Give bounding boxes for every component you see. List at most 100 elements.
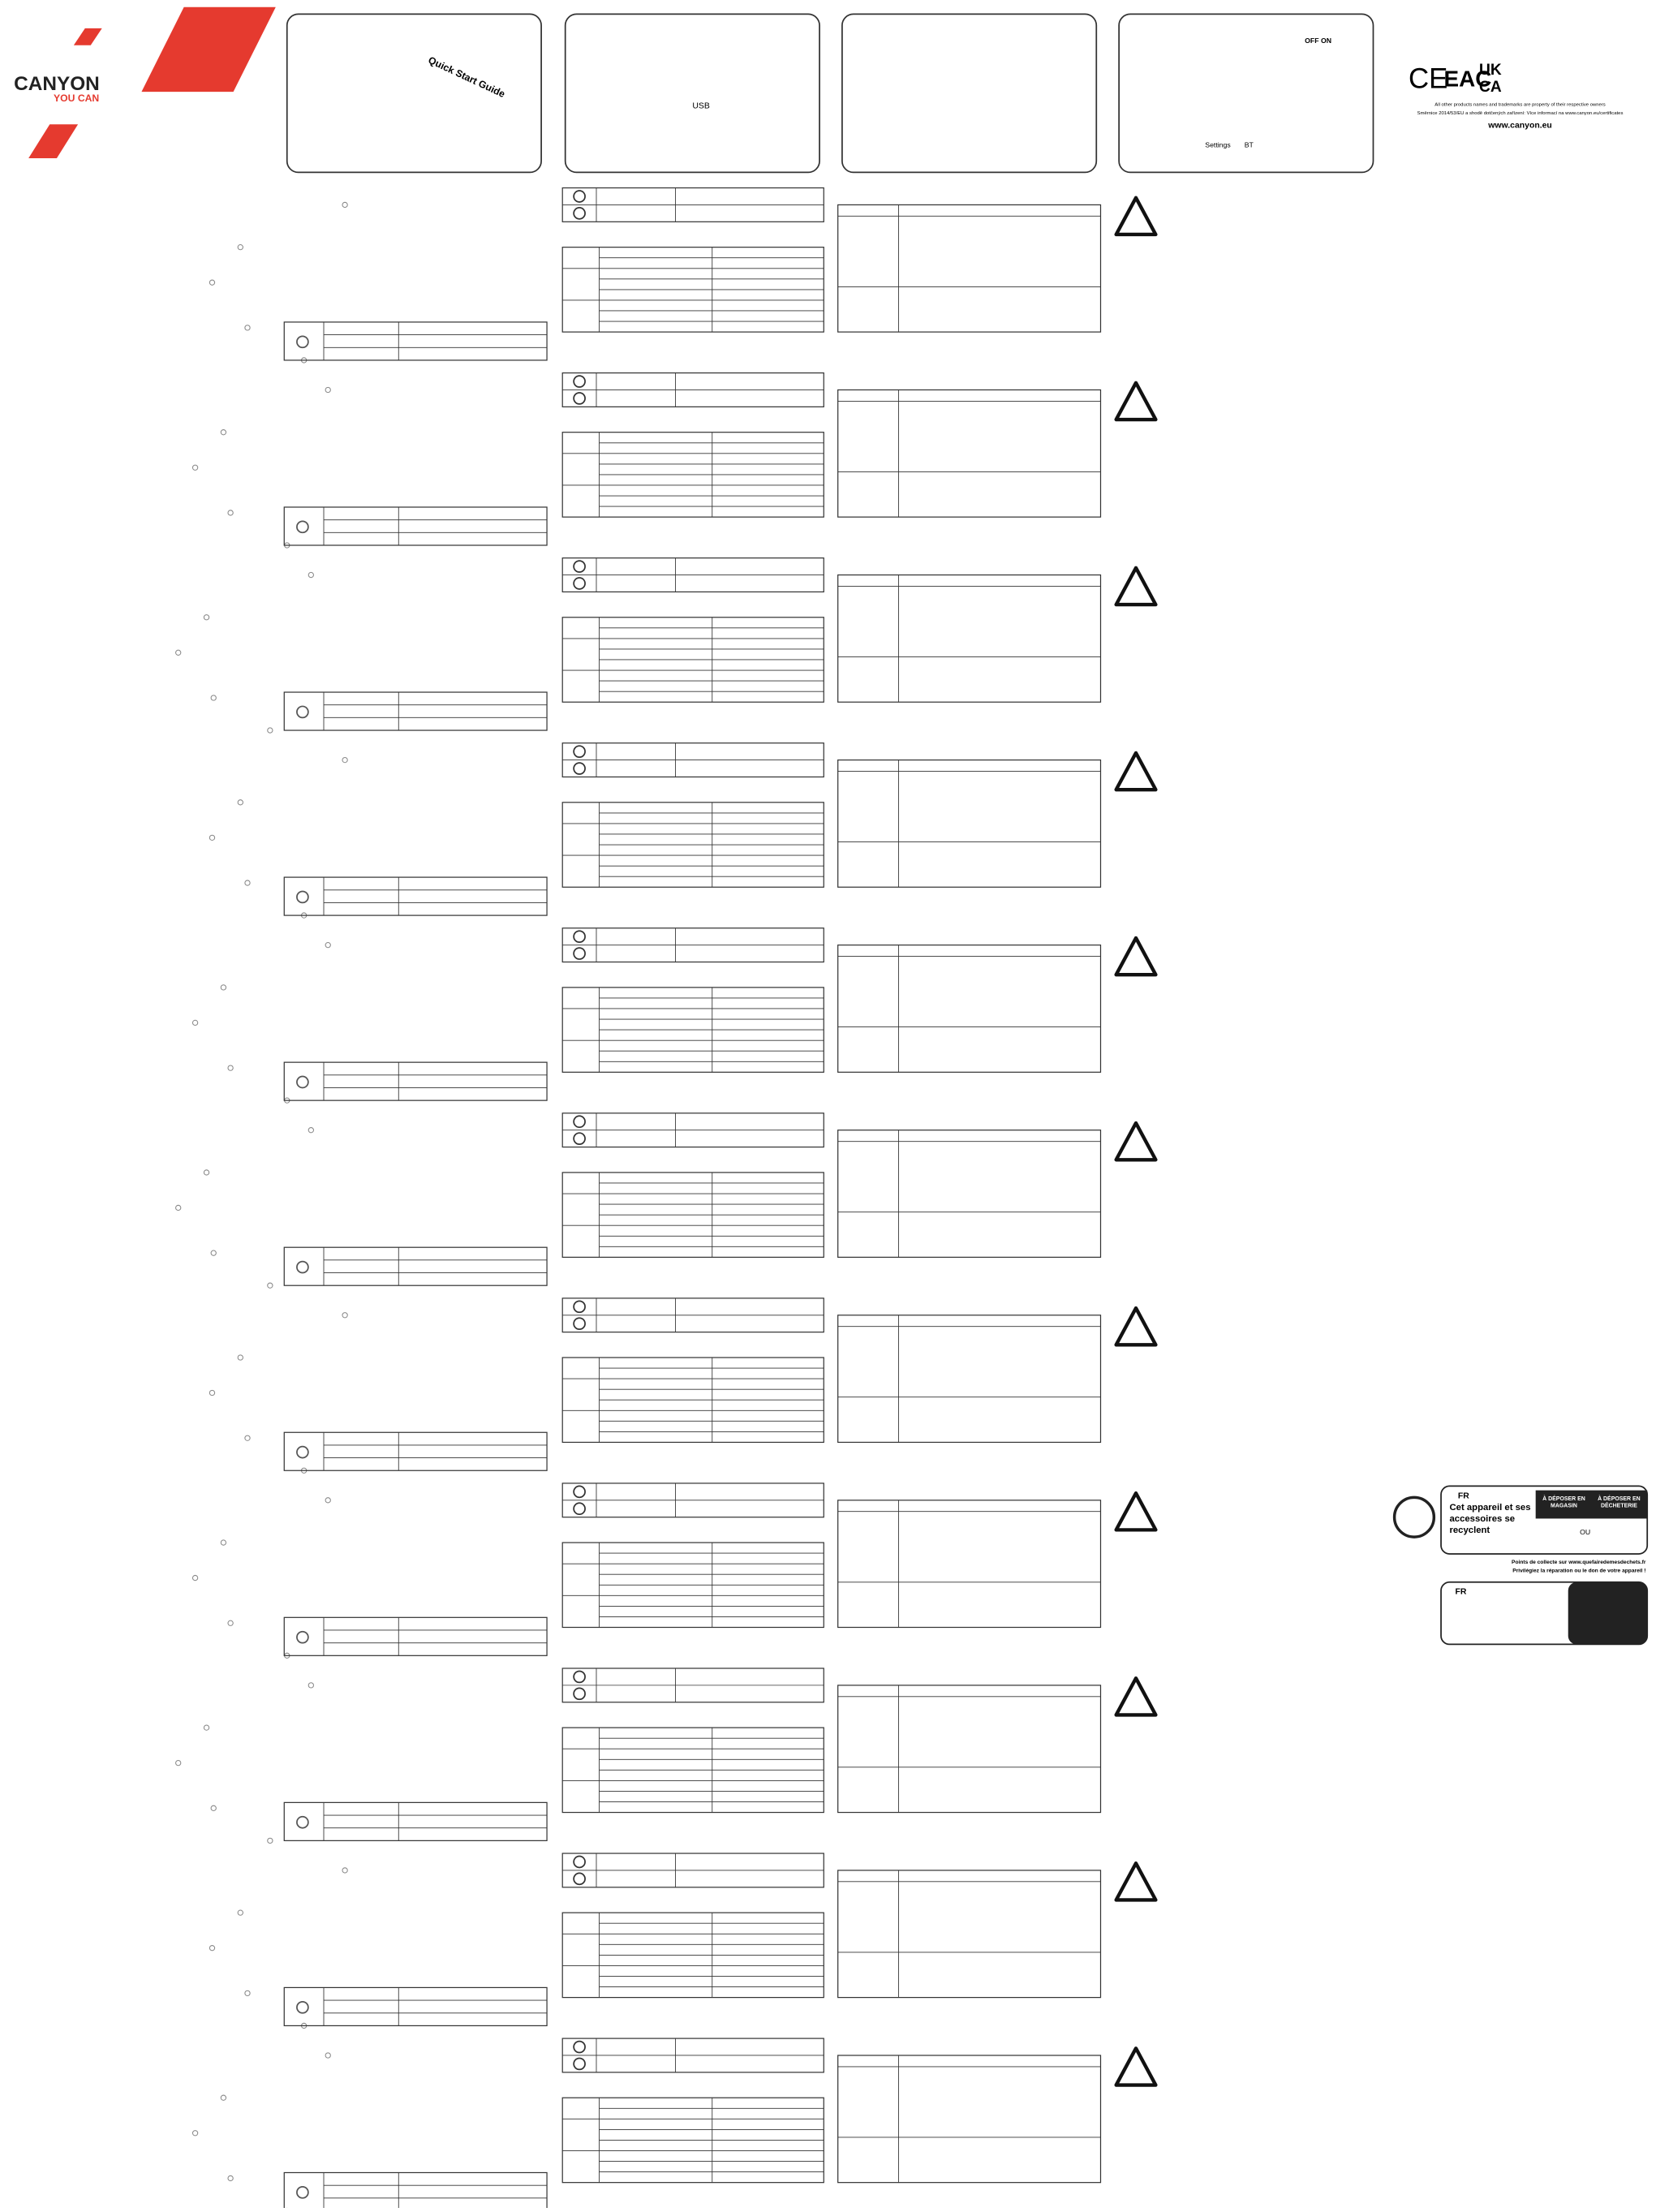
directive: Směrnice 2014/53/EU a shodě dotčených za… <box>1417 111 1624 116</box>
bin-panel <box>1568 1582 1648 1645</box>
table <box>561 1172 824 1258</box>
bullet <box>267 1282 273 1289</box>
panel <box>841 13 1098 174</box>
bullet <box>191 1574 199 1582</box>
table <box>283 1616 548 1656</box>
table <box>561 432 824 518</box>
bullet <box>325 386 331 394</box>
bt-label: BT <box>1245 141 1254 149</box>
icon-minus <box>573 1502 586 1516</box>
bullet <box>175 649 182 656</box>
table <box>561 1483 824 1518</box>
icon-plus <box>573 1485 586 1499</box>
warning <box>1114 1491 1158 1532</box>
warning <box>1114 1306 1158 1347</box>
bullet <box>244 1990 251 1997</box>
icon-minus <box>573 762 586 775</box>
icon-plus <box>573 1670 586 1684</box>
bullet <box>203 1169 210 1176</box>
tagline: YOU CAN <box>54 93 99 104</box>
bullet <box>325 1497 331 1504</box>
table <box>837 204 1102 333</box>
bullet <box>209 834 216 841</box>
table <box>283 1431 548 1471</box>
warning <box>1114 381 1158 422</box>
table <box>561 927 824 963</box>
website: www.canyon.eu <box>1487 122 1552 131</box>
bullet <box>210 1250 217 1256</box>
icon-minus <box>573 1687 586 1701</box>
table <box>561 802 824 888</box>
switch-label: OFF ON <box>1305 37 1331 45</box>
mark-uk: UK <box>1479 62 1502 79</box>
table <box>561 1298 824 1333</box>
bullet <box>191 2130 199 2137</box>
bullet <box>220 429 227 436</box>
icon-plus <box>573 560 586 573</box>
dump-wrap: À DÉPOSER EN DÉCHETERIE <box>1598 1494 1641 1509</box>
brand: CANYON <box>14 73 100 95</box>
bullet <box>227 1620 234 1626</box>
bullet <box>209 279 216 286</box>
settings-label: Settings <box>1205 141 1231 149</box>
country-2: FR <box>1455 1588 1466 1597</box>
table <box>561 247 824 333</box>
table <box>283 1061 548 1101</box>
bullet <box>175 1759 182 1767</box>
dump: À DÉPOSER EN DÉCHETERIE <box>1598 1494 1641 1509</box>
icon <box>296 1815 309 1829</box>
headline-wrap: Cet appareil et ses accessoires se recyc… <box>1449 1503 1530 1535</box>
usb-label: USB <box>692 101 709 110</box>
warning <box>1114 936 1158 977</box>
bullet <box>308 571 314 579</box>
table <box>837 2055 1102 2184</box>
bullet <box>267 727 273 734</box>
bullet <box>191 1019 199 1026</box>
bullet <box>220 984 227 991</box>
bullet <box>308 1682 314 1689</box>
icon <box>296 520 309 534</box>
bullet <box>342 1867 348 1874</box>
icon-minus <box>573 1872 586 1886</box>
bullet <box>244 325 251 331</box>
bullet <box>209 1945 216 1952</box>
or: OU <box>1580 1528 1590 1536</box>
bullet <box>237 1909 243 1916</box>
bullet <box>203 614 210 621</box>
table <box>283 1801 548 1841</box>
bullet <box>267 1837 273 1844</box>
trademarks: All other products names and trademarks … <box>1434 102 1605 107</box>
table <box>561 987 824 1073</box>
icon-minus <box>573 947 586 960</box>
table <box>561 1853 824 1888</box>
table <box>837 1685 1102 1814</box>
warning <box>1114 2046 1158 2087</box>
store: À DÉPOSER EN MAGASIN <box>1542 1494 1585 1509</box>
icon <box>296 2186 309 2199</box>
recycle-header <box>1535 1490 1648 1519</box>
icon <box>296 335 309 349</box>
table <box>837 1130 1102 1258</box>
icon-plus <box>573 745 586 758</box>
table <box>561 1112 824 1148</box>
icon <box>296 705 309 719</box>
icon-minus <box>573 1317 586 1331</box>
table <box>837 389 1102 518</box>
bullet <box>210 695 217 701</box>
table <box>837 759 1102 888</box>
table <box>837 1500 1102 1629</box>
icon <box>296 1630 309 1644</box>
icon-plus <box>573 1300 586 1314</box>
table <box>561 2038 824 2073</box>
bullet <box>342 1312 348 1319</box>
table <box>561 2097 824 2184</box>
icon-plus <box>573 2040 586 2054</box>
table <box>283 876 548 916</box>
bullet <box>227 2175 234 2182</box>
warning <box>1114 196 1158 237</box>
icon-minus <box>573 577 586 590</box>
panel <box>286 13 542 174</box>
table <box>283 506 548 546</box>
bullet <box>227 510 234 516</box>
